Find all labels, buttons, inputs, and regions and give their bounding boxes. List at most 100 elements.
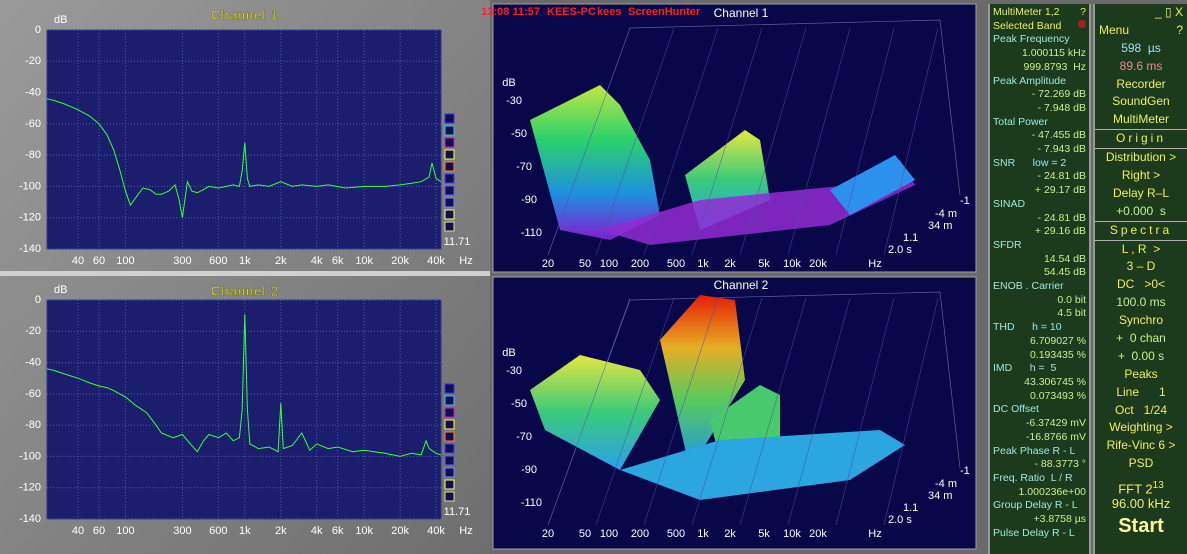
trace-selector <box>444 383 455 394</box>
trace-selector <box>444 419 455 430</box>
trace-selector <box>444 161 455 172</box>
menu-item[interactable]: Oct 1/24 <box>1114 402 1168 417</box>
waterfall-y-tick: -50 <box>511 398 527 410</box>
trace-selector <box>444 395 455 406</box>
multimeter-header: MultiMeter 1,2? <box>993 6 1086 20</box>
waterfall-y-tick: -90 <box>521 194 537 206</box>
menu-item[interactable]: SoundGen <box>1112 94 1170 109</box>
menu-item[interactable]: Peaks <box>1124 366 1158 381</box>
x-tick-label: 40k <box>427 255 445 267</box>
waterfall-y-tick: -110 <box>521 497 542 509</box>
measure-value: 6.709027 % <box>1029 334 1086 347</box>
measure-value: 54.45 dB <box>1043 266 1086 279</box>
y-tick-label: -140 <box>19 513 41 525</box>
measure-label: THD h = 10 <box>993 321 1062 334</box>
menu-item[interactable]: PSD <box>1128 456 1154 471</box>
y-tick-label: -20 <box>25 325 41 337</box>
trace-selector <box>444 125 455 136</box>
multimeter-title: MultiMeter 1,2 <box>993 6 1060 18</box>
waterfall-x-tick: 1k <box>697 528 709 540</box>
menu-item[interactable]: MultiMeter <box>1112 112 1169 127</box>
measure-value: - 88.3773 ° <box>1034 458 1087 471</box>
menu-item[interactable]: Right > <box>1121 168 1161 183</box>
waterfall-x-label: Hz <box>868 258 881 270</box>
waterfall-y-tick: -70 <box>516 161 532 173</box>
header-clock: 13:08 11:57 <box>481 6 540 18</box>
menu-item[interactable]: 100.0 ms <box>1116 295 1166 310</box>
waterfall-x-label: Hz <box>868 528 881 540</box>
x-tick-label: 10k <box>355 255 373 267</box>
menu-item[interactable]: + 0 chan <box>1116 331 1166 346</box>
y-tick-label: -20 <box>25 55 41 67</box>
x-tick-label: 300 <box>173 525 191 537</box>
waterfall-y-label: dB <box>502 347 515 359</box>
y-tick-label: -80 <box>25 419 41 431</box>
selected-band[interactable]: Selected Band <box>993 19 1062 32</box>
waterfall-x-tick: 20 <box>542 258 554 270</box>
window-buttons[interactable]: _ ▯ X <box>1155 5 1183 19</box>
y-tick-label: -60 <box>25 388 41 400</box>
measure-value: + 29.16 dB <box>1034 225 1086 238</box>
waterfall-z-label: -1 <box>960 465 970 477</box>
annotation: 11.71 <box>444 236 471 248</box>
chart-title: Channel 1 <box>211 7 279 22</box>
measure-label: Peak Amplitude <box>993 74 1066 87</box>
header-app: ScreenHunter <box>628 6 701 18</box>
fft-label[interactable]: FFT 2 <box>1118 481 1153 497</box>
menu-item[interactable]: DC >0< <box>1116 277 1166 292</box>
menu-item[interactable]: + 0.00 s <box>1117 348 1165 363</box>
menu-item[interactable]: Synchro <box>1118 313 1164 328</box>
measure-label: Peak Frequency <box>993 33 1070 46</box>
trace-selector <box>444 137 455 148</box>
waterfall-x-tick: 20 <box>542 528 554 540</box>
measure-value: 1.000236e+00 <box>1018 485 1086 498</box>
band-indicator[interactable] <box>1078 19 1086 28</box>
waterfall-1-surface <box>530 19 961 256</box>
y-tick-label: -40 <box>25 356 41 368</box>
menu-item[interactable]: Spectra <box>1095 220 1187 241</box>
waterfall-z-label: -1 <box>960 195 970 207</box>
menu-item[interactable]: +0.000 s <box>1116 203 1166 218</box>
menu-item[interactable]: Line 1 <box>1116 384 1166 399</box>
menu-item[interactable]: Distribution > <box>1105 150 1177 165</box>
menu-item[interactable]: 3 – D <box>1126 259 1156 274</box>
menu-item[interactable]: L , R > <box>1121 241 1161 256</box>
trace-selector <box>444 149 455 160</box>
waterfall-y-tick: -70 <box>516 431 532 443</box>
measure-value: 14.54 dB <box>1043 252 1086 265</box>
measure-label: Freq. Ratio L / R <box>993 471 1073 484</box>
fft-exponent[interactable]: 13 <box>1152 480 1164 492</box>
menu-item[interactable]: Origin <box>1095 129 1187 150</box>
measure-label: IMD h = 5 <box>993 362 1057 375</box>
waterfall-z-label: -4 m <box>935 208 957 220</box>
waterfall-x-tick: 100 <box>600 528 618 540</box>
menu-item[interactable]: 598 µs <box>1121 40 1161 55</box>
waterfall-x-tick: 20k <box>809 528 827 540</box>
menu-item[interactable]: Delay R–L <box>1112 185 1170 200</box>
waterfall-grid <box>883 27 939 256</box>
waterfall-grid <box>787 297 851 526</box>
multimeter-panel: MultiMeter 1,2? Selected Band Peak Frequen… <box>988 4 1091 554</box>
menu-title[interactable]: Menu <box>1099 22 1130 37</box>
waterfall-2-surface <box>530 291 961 526</box>
help-button[interactable]: ? <box>1080 6 1086 18</box>
x-tick-label: 40k <box>427 525 445 537</box>
measure-value: 1.000115 kHz <box>1021 47 1086 60</box>
waterfall-y-tick: -50 <box>511 128 527 140</box>
measure-value: - 24.81 dB <box>1037 211 1086 224</box>
y-tick-label: 0 <box>35 24 41 36</box>
waterfall-x-tick: 2k <box>724 258 736 270</box>
y-tick-label: -40 <box>25 86 41 98</box>
start-button[interactable]: Start <box>1118 515 1164 538</box>
x-tick-label: 6k <box>332 525 344 537</box>
help-button[interactable]: ? <box>1176 22 1183 37</box>
y-tick-label: -100 <box>19 450 41 462</box>
trace-selector <box>444 431 455 442</box>
measure-label: ENOB . Carrier <box>993 280 1064 293</box>
menu-item[interactable]: Rife-Vinc 6 > <box>1106 438 1176 453</box>
sample-rate[interactable]: 96.00 kHz <box>1111 496 1171 512</box>
menu-item[interactable]: 89.6 ms <box>1119 58 1163 73</box>
menu-item[interactable]: Weighting > <box>1109 420 1173 435</box>
menu-item[interactable]: Recorder <box>1116 76 1166 91</box>
window-controls: _ ▯ X <box>1095 4 1187 22</box>
